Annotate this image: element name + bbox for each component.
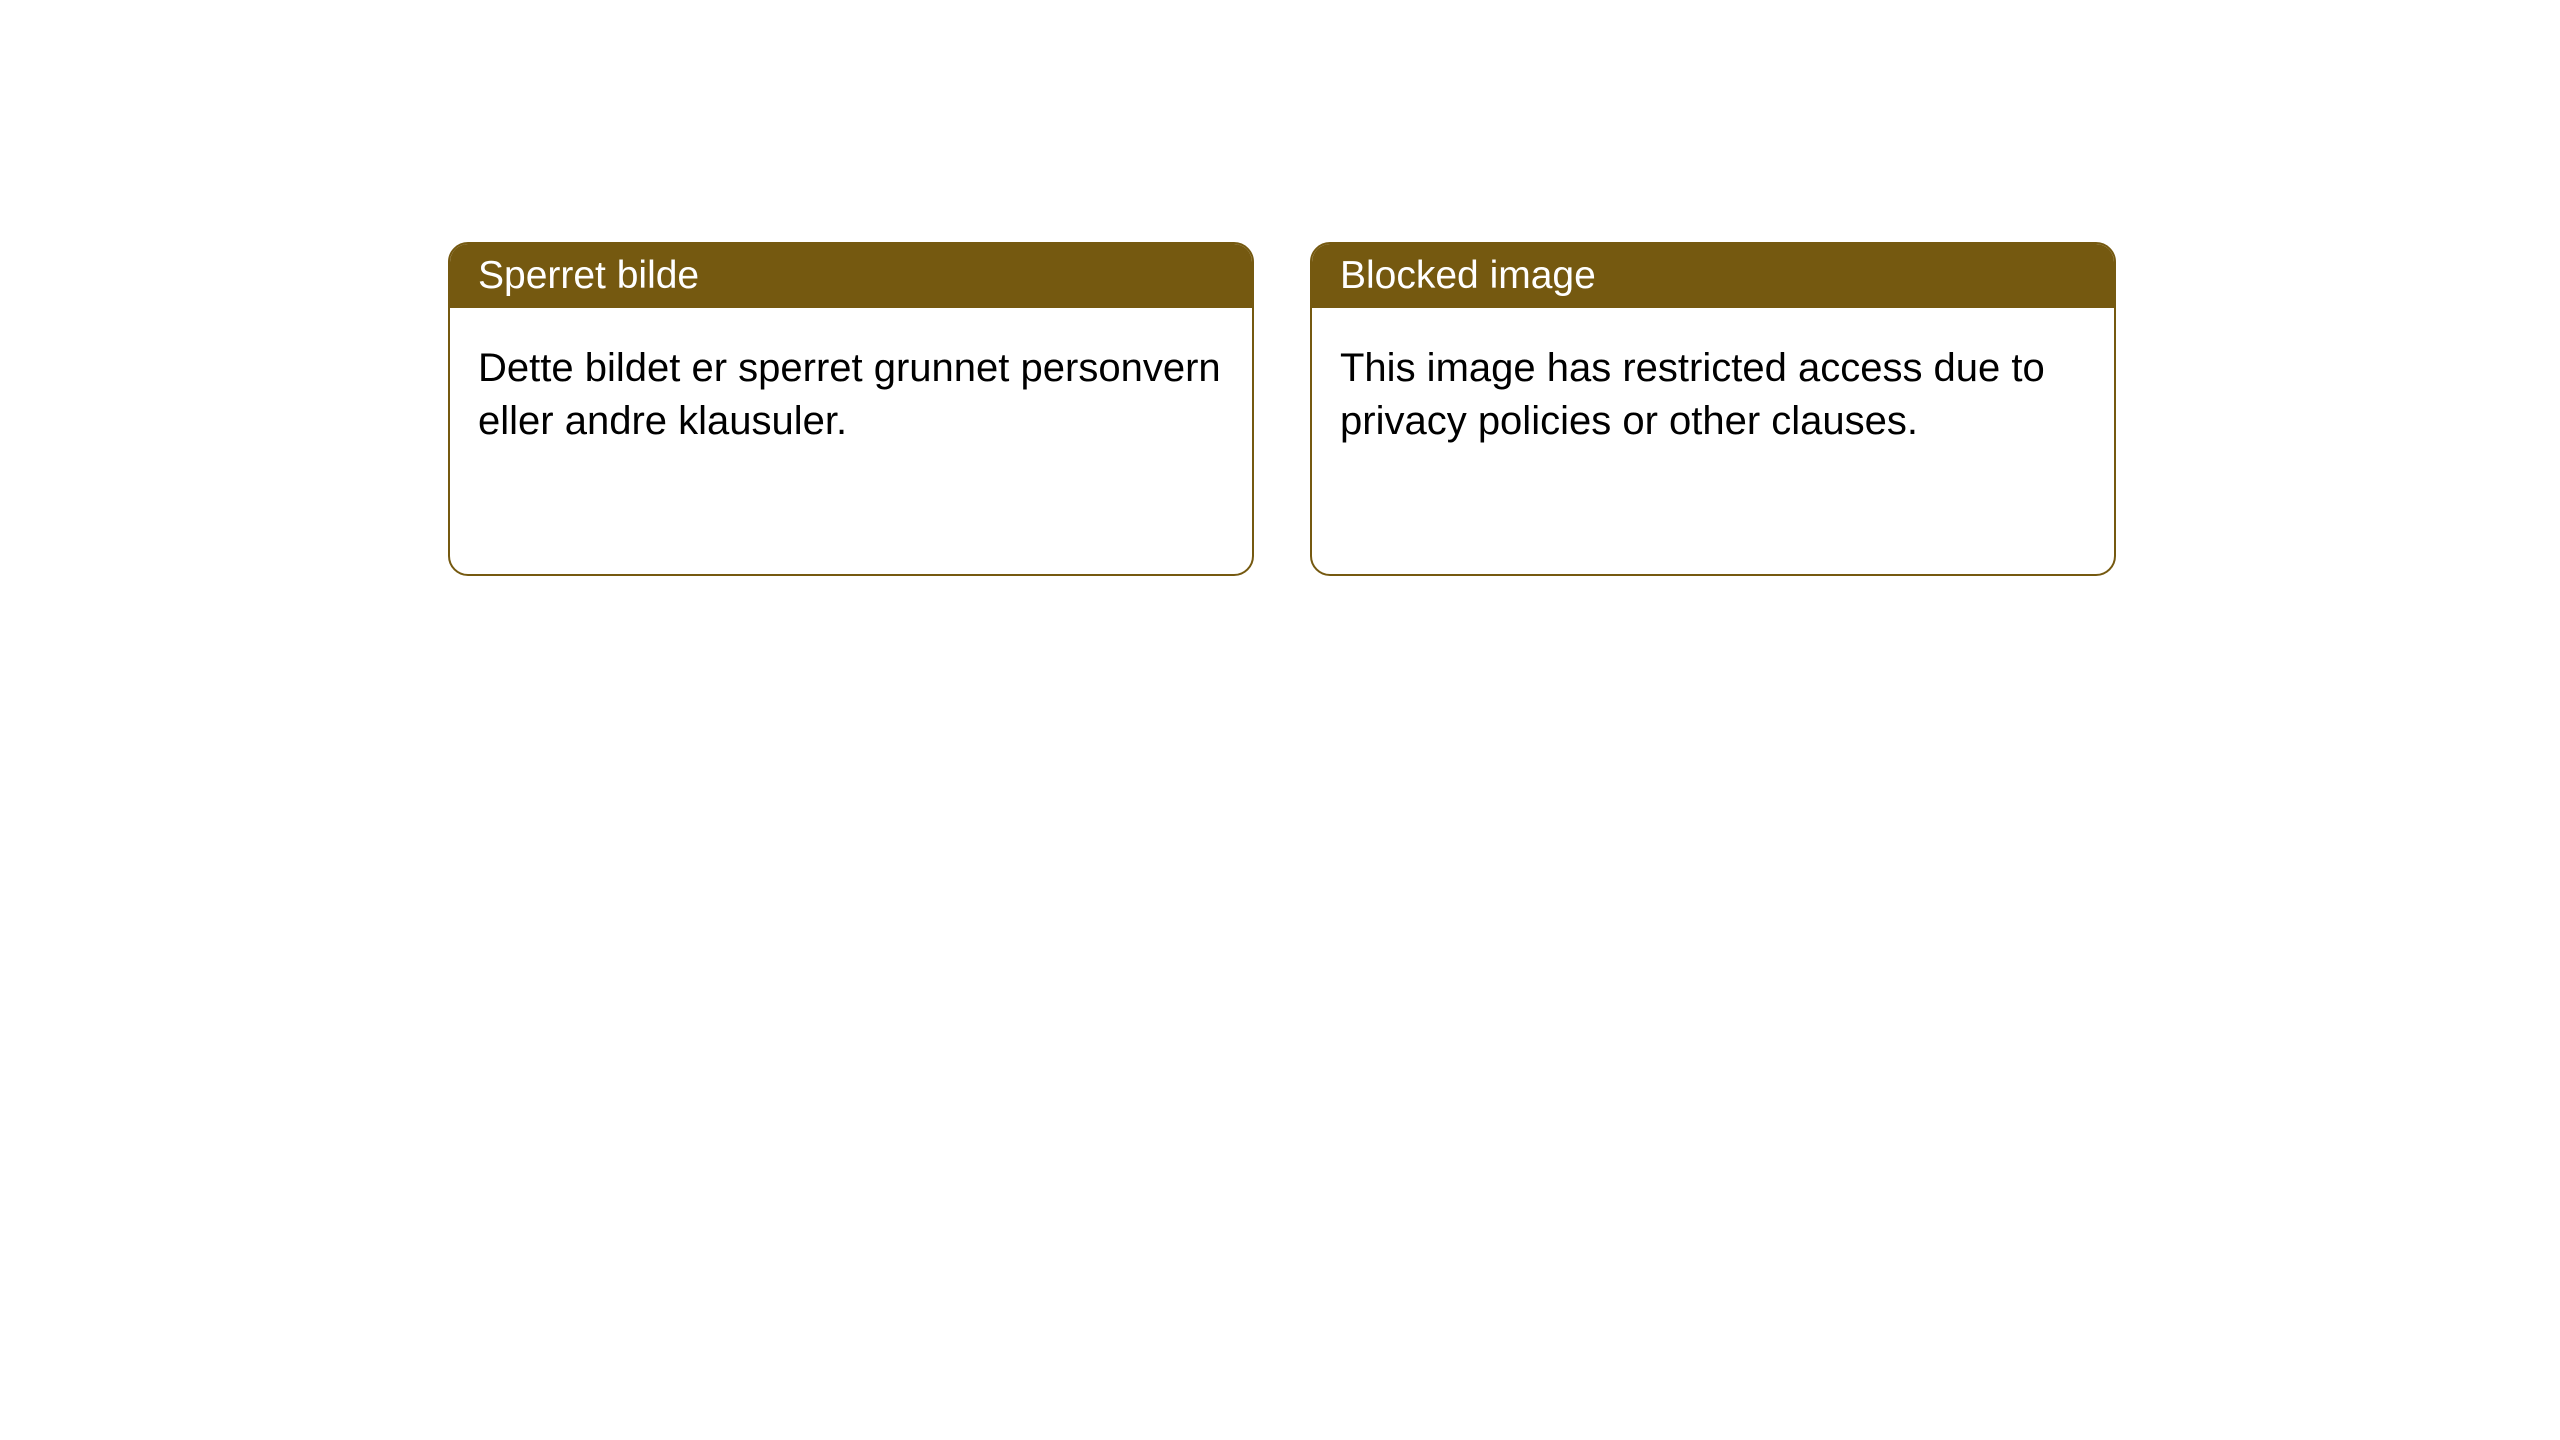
notice-cards-row: Sperret bilde Dette bildet er sperret gr…: [0, 0, 2560, 576]
card-body-text: This image has restricted access due to …: [1340, 346, 2045, 443]
card-body: Dette bildet er sperret grunnet personve…: [450, 308, 1252, 482]
card-title: Blocked image: [1340, 254, 1596, 297]
notice-card-english: Blocked image This image has restricted …: [1310, 242, 2116, 576]
card-body: This image has restricted access due to …: [1312, 308, 2114, 482]
card-body-text: Dette bildet er sperret grunnet personve…: [478, 346, 1221, 443]
card-header: Blocked image: [1312, 244, 2114, 308]
card-title: Sperret bilde: [478, 254, 699, 297]
notice-card-norwegian: Sperret bilde Dette bildet er sperret gr…: [448, 242, 1254, 576]
card-header: Sperret bilde: [450, 244, 1252, 308]
